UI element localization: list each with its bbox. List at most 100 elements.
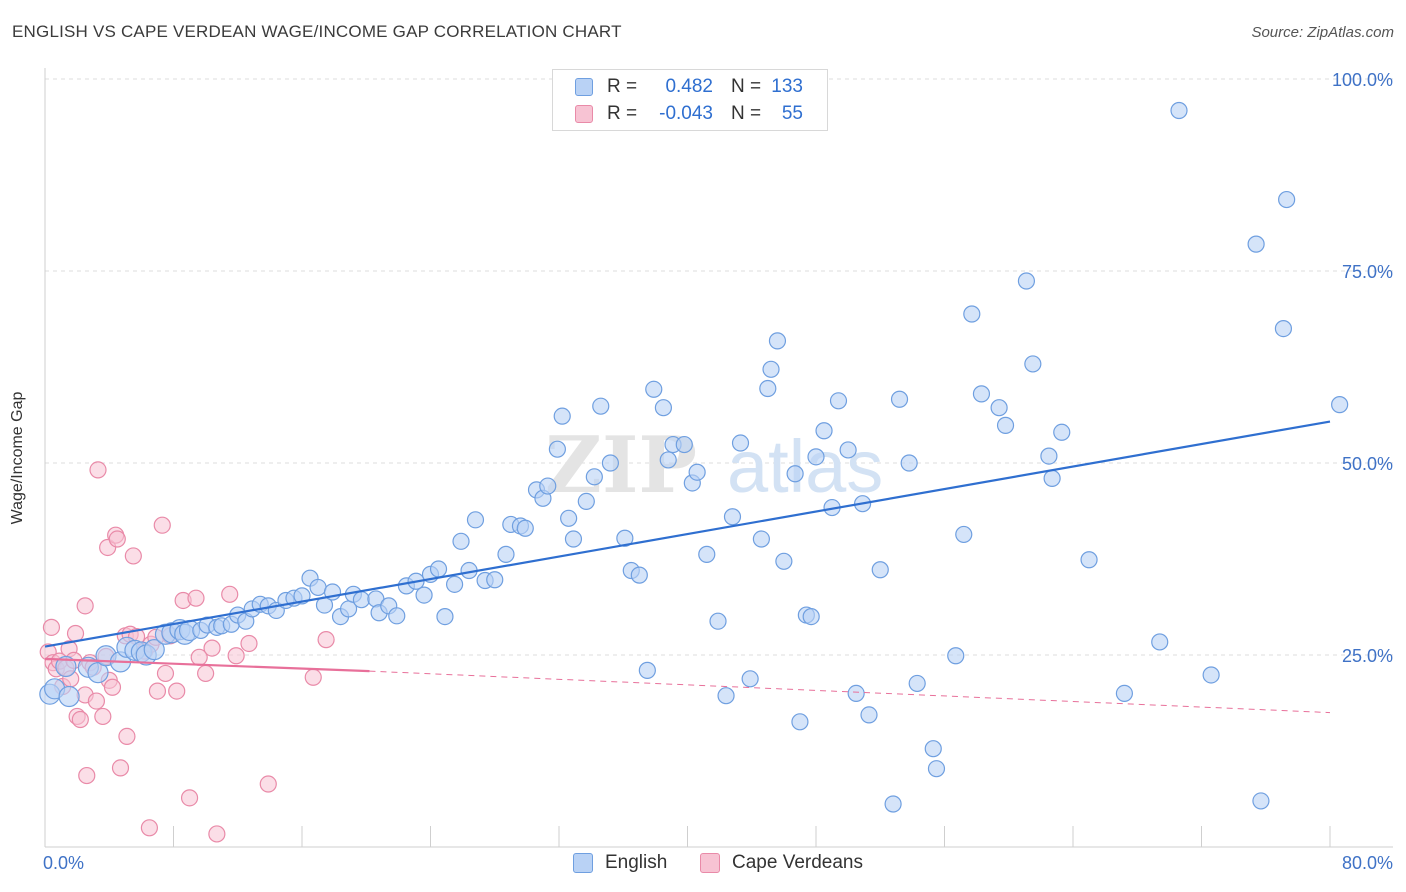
english-point [717,687,735,705]
english-point [759,379,777,398]
cape-verdeans-point [124,547,142,565]
x-tick-label: 80.0% [1342,853,1393,873]
english-point [815,422,833,440]
cape-verdeans-point [153,516,171,534]
english-point [58,685,80,708]
english-point [601,454,620,472]
y-tick-label: 100.0% [1332,70,1393,90]
english-swatch [575,78,593,96]
legend-item-english[interactable]: English [573,852,667,874]
english-point [1053,423,1071,441]
legend-row-cape: R = -0.043 N = 55 [575,102,803,126]
cape-legend-swatch [700,853,720,873]
english-point [497,545,515,563]
english-point [1080,551,1098,569]
cape-verdeans-point [259,775,277,793]
english-point [1170,101,1188,120]
tick-labels: 25.0% 50.0% 75.0% 100.0% 0.0% 80.0% [43,70,1393,873]
cape-verdeans-point [118,727,136,746]
english-point [539,477,557,495]
watermark-atlas: atlas [727,425,883,508]
grid-lines [45,78,1393,656]
english-point [723,508,742,526]
english-point [807,448,825,466]
english-point [972,385,991,403]
cape-verdeans-point [208,825,226,843]
cape-swatch [575,105,593,123]
english-legend-swatch [573,853,593,873]
english-point [908,674,926,693]
english-point [698,545,716,563]
english-point [564,530,583,548]
english-point [768,332,787,350]
english-point [1017,272,1036,290]
english-point [963,305,981,323]
english-r-value: 0.482 [665,76,713,97]
english-point [890,390,909,408]
cape-verdeans-trend-line [44,657,370,673]
english-point [802,607,820,626]
english-point [388,607,406,625]
english-point [990,399,1008,417]
cape-r-label: R = [607,103,638,124]
english-point [847,684,865,703]
cape-verdeans-point [94,707,112,726]
legend-item-cape[interactable]: Cape Verdeans [700,852,863,874]
axes [44,68,1393,848]
cape-verdeans-point [203,639,221,657]
english-point [630,566,648,584]
cape-verdeans-point [148,682,167,700]
cape-n-label: N = [731,103,762,124]
english-point [924,740,942,758]
english-point [1115,684,1134,703]
watermark: ZIP atlas [545,420,883,511]
english-point [1278,190,1296,209]
english-point [415,586,433,604]
english-point [445,575,464,593]
series-legend: English Cape Verdeans [0,852,1406,878]
cape-verdeans-point [89,461,107,479]
english-point [741,670,759,688]
cape-verdeans-point [221,585,239,603]
english-point [1331,396,1349,414]
cape-n-value: 55 [781,103,803,124]
y-tick-label: 25.0% [1342,646,1393,666]
english-point [452,532,470,550]
cape-verdeans-point [111,759,130,777]
cape-verdeans-point [108,530,126,548]
english-point [516,519,534,537]
english-point [486,571,504,589]
english-point [592,397,610,415]
english-point [645,380,663,398]
english-n-label: N = [731,76,762,97]
cape-verdeans-series [39,461,335,843]
english-n-value: 133 [771,76,803,97]
cape-legend-label: Cape Verdeans [732,852,863,873]
english-point [871,561,889,579]
english-trend-line [44,420,1331,648]
english-point [553,407,571,425]
english-point [860,706,878,724]
cape-verdeans-point [66,624,85,643]
english-point [1274,320,1293,338]
cape-verdeans-point [42,618,61,636]
legend-row-english: R = 0.482 N = 133 [575,75,803,99]
cape-verdeans-point [87,692,106,710]
english-point [884,795,902,813]
english-point [1151,633,1169,651]
english-point [1024,355,1042,373]
english-point [436,607,454,626]
cape-verdeans-point [103,678,122,696]
cape-verdeans-point [227,647,245,665]
english-point [55,655,77,678]
cape-verdeans-point [140,819,159,837]
english-point [143,639,165,661]
english-point [1040,447,1058,465]
english-point [1043,469,1061,487]
english-point [466,511,485,529]
english-point [762,360,780,378]
correlation-legend: R = 0.482 N = 133 R = -0.043 N = 55 [552,69,828,131]
english-point [996,416,1015,434]
english-point [429,560,448,578]
cape-verdeans-point [168,682,186,700]
